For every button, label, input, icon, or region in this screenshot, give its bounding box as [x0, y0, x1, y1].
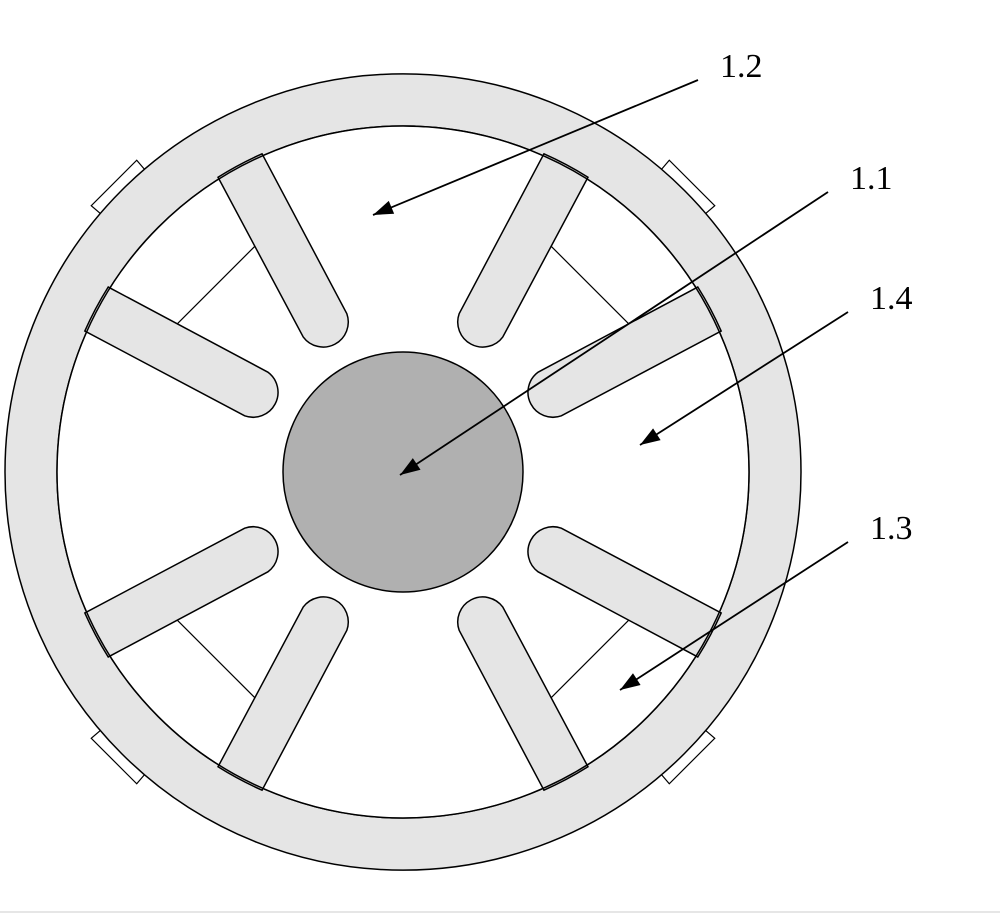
label-1-1: 1.1 — [850, 160, 893, 198]
label-1-4: 1.4 — [870, 280, 913, 318]
label-1-3: 1.3 — [870, 510, 913, 548]
diagram-canvas: 1.2 1.1 1.4 1.3 — [0, 0, 1000, 918]
label-1-2: 1.2 — [720, 48, 763, 86]
diagram-svg — [0, 0, 1000, 918]
